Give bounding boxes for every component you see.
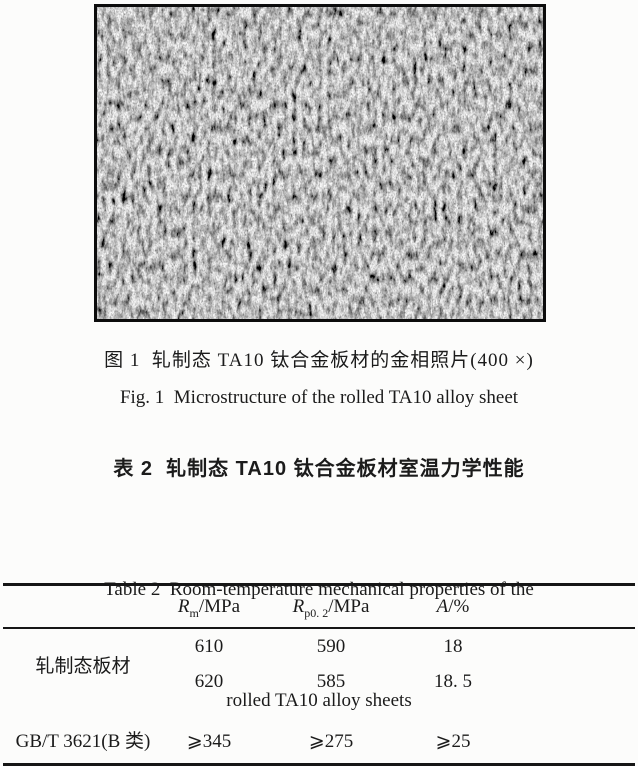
row-label-gbt-standard: GB/T 3621(B 类) xyxy=(15,731,151,752)
cell-rm-spec: ⩾345 xyxy=(186,731,232,752)
figure-caption-zh: 图 1 轧制态 TA10 钛合金板材的金相照片(400 ×) xyxy=(104,350,534,371)
micrograph-noise-texture xyxy=(97,7,543,319)
cell-a-2: 18. 5 xyxy=(434,670,472,692)
micrograph-image xyxy=(94,4,546,322)
header-elongation: A/% xyxy=(407,584,499,629)
cell-a-1: 18 xyxy=(443,635,463,657)
header-rp02: Rp0. 2/MPa xyxy=(255,584,407,629)
cell-rp02-1: 590 xyxy=(316,635,346,657)
table-header-row: Rm/MPa Rp0. 2/MPa A/% xyxy=(3,584,635,629)
cell-rm-1: 610 xyxy=(194,635,224,657)
table-title-zh: 表 2 轧制态 TA10 钛合金板材室温力学性能 xyxy=(113,458,525,480)
table-row: GB/T 3621(B 类) ⩾345 ⩾275 ⩾25 xyxy=(3,699,635,765)
table-row: 620 585 18. 5 xyxy=(3,664,635,699)
table-row: 轧制态板材 610 590 18 xyxy=(3,628,635,677)
cell-a-spec: ⩾25 xyxy=(435,731,471,752)
cell-rp02-spec: ⩾275 xyxy=(308,731,354,752)
header-filler-cell xyxy=(499,584,635,629)
header-stub-cell xyxy=(3,584,163,629)
row-label-rolled-sheet: 轧制态板材 xyxy=(35,655,131,677)
table-title-en-line2: rolled TA10 alloy sheets xyxy=(226,690,412,711)
cell-rp02-2: 585 xyxy=(316,670,346,692)
mechanical-properties-table: Rm/MPa Rp0. 2/MPa A/% 轧制态板材 610 590 18 6… xyxy=(3,583,635,766)
figure-caption-en: Fig. 1 Microstructure of the rolled TA10… xyxy=(119,387,519,408)
cell-rm-2: 620 xyxy=(194,670,224,692)
header-rm: Rm/MPa xyxy=(163,584,255,629)
